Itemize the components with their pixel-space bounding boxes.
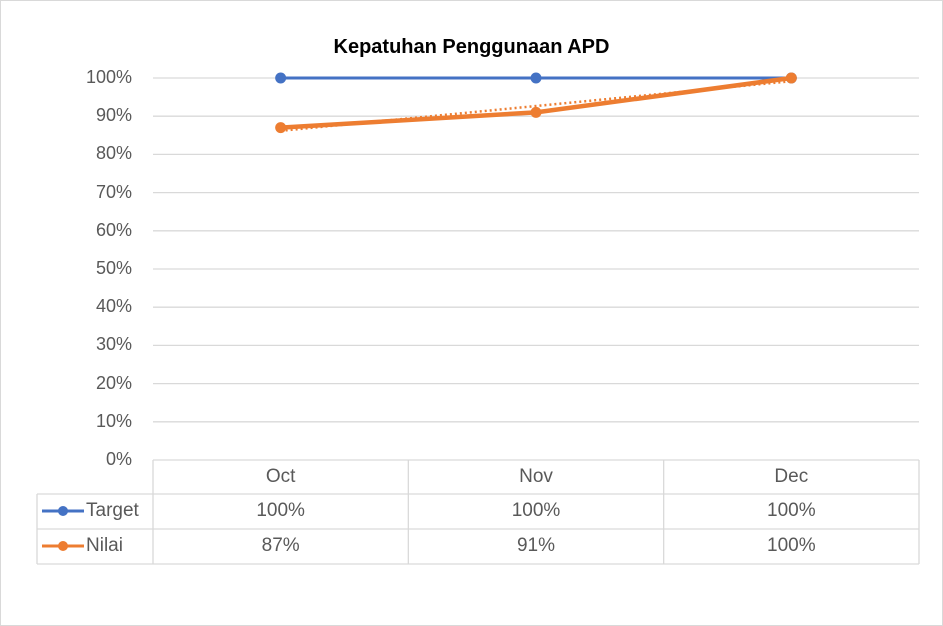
data-point-nilai [530,106,542,118]
data-point-target [530,72,542,84]
series-line-nilai [280,75,792,130]
table-cell: 100% [767,500,816,521]
table-grid [36,459,920,565]
y-tick-label: 40% [95,296,132,317]
table-cell: 100% [511,500,561,521]
data-point-nilai [275,122,287,134]
chart-title: Kepatuhan Penggunaan APD [333,36,610,58]
legend-label: Nilai [86,535,123,556]
y-tick-label: 100% [85,67,132,87]
legend-marker-icon [58,541,68,551]
table-cell: 87% [261,535,300,556]
legend-marker-icon [58,506,68,516]
y-tick-label: 80% [95,143,132,164]
y-tick-label: 60% [95,219,132,240]
table-cell: 91% [516,535,555,556]
category-label: Nov [519,466,553,487]
y-tick-label: 50% [95,258,132,278]
y-tick-label: 10% [95,410,132,431]
category-label: Dec [774,466,809,487]
y-tick-label: 90% [95,105,132,126]
data-point-target [275,72,287,84]
table-cell: 100% [767,535,816,556]
table-cell: 100% [256,500,305,521]
category-label: Oct [265,466,296,487]
y-tick-label: 70% [95,181,132,202]
y-tick-label: 20% [95,372,132,393]
data-point-nilai [785,72,797,84]
legend-label: Target [86,500,139,521]
y-tick-label: 0% [105,449,132,469]
y-tick-label: 30% [95,334,132,355]
